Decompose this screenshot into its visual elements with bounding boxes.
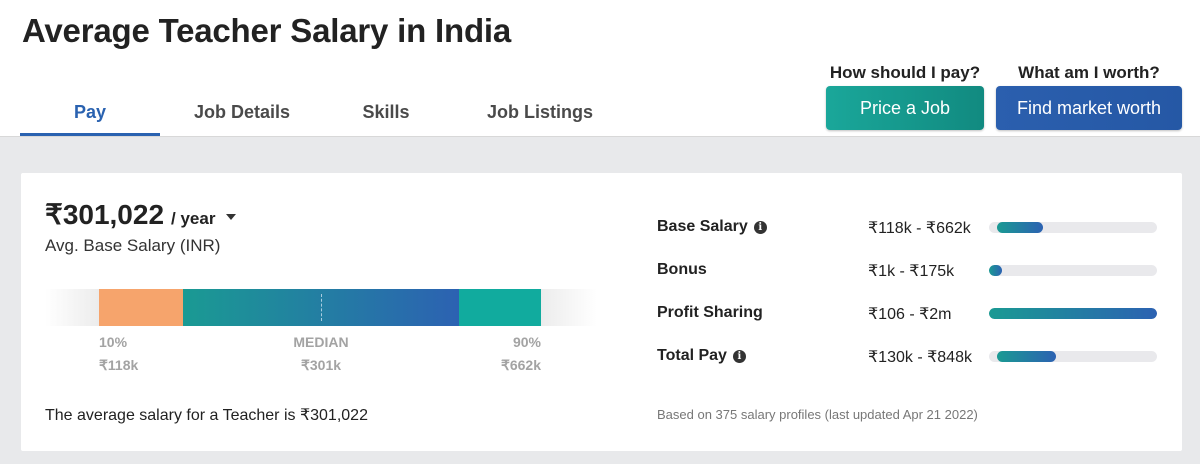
range-fade-left xyxy=(45,289,99,326)
salary-card: ₹301,022 / year Avg. Base Salary (INR) 1… xyxy=(21,173,1182,451)
info-icon[interactable]: i xyxy=(732,349,746,363)
range-fade-right xyxy=(541,289,597,326)
price-a-job-button[interactable]: Price a Job xyxy=(826,86,984,130)
percentile-90-label: 90% xyxy=(512,334,541,350)
comp-name: Profit Sharing xyxy=(657,304,763,321)
comp-range-track xyxy=(989,351,1157,362)
median-marker xyxy=(321,294,322,321)
comp-row-base-salary: Base Salary i ₹118k - ₹662k xyxy=(657,216,1157,259)
comp-range-fill xyxy=(989,308,1157,319)
range-segment-high xyxy=(459,289,541,326)
comp-name: Bonus xyxy=(657,261,707,278)
comp-name: Base Salary xyxy=(657,218,748,235)
median-value: ₹301k xyxy=(300,357,342,373)
tab-job-details[interactable]: Job Details xyxy=(193,102,291,122)
comp-row-total-pay: Total Pay i ₹130k - ₹848k xyxy=(657,345,1157,388)
caret-down-icon[interactable] xyxy=(226,214,237,220)
salary-period: / year xyxy=(171,209,216,228)
comp-range-track xyxy=(989,265,1157,276)
tab-skills[interactable]: Skills xyxy=(362,102,410,122)
compensation-breakdown: Base Salary i ₹118k - ₹662k Bonus ₹1k - … xyxy=(657,216,1157,388)
median-label: MEDIAN xyxy=(293,334,349,350)
comp-row-profit-sharing: Profit Sharing ₹106 - ₹2m xyxy=(657,302,1157,345)
comp-range: ₹118k - ₹662k xyxy=(868,220,971,237)
comp-row-bonus: Bonus ₹1k - ₹175k xyxy=(657,259,1157,302)
salary-subtitle: Avg. Base Salary (INR) xyxy=(45,236,221,255)
what-am-i-worth-label: What am I worth? xyxy=(1018,63,1160,82)
average-salary-text: The average salary for a Teacher is ₹301… xyxy=(45,407,368,424)
salary-headline: ₹301,022 / year xyxy=(45,198,237,231)
comp-range: ₹1k - ₹175k xyxy=(868,263,955,280)
comp-range: ₹106 - ₹2m xyxy=(868,306,952,323)
percentile-10-value: ₹118k xyxy=(99,357,139,373)
how-should-i-pay-label: How should I pay? xyxy=(829,63,981,82)
market-worth-section: What am I worth? Find market worth xyxy=(996,62,1182,130)
find-market-worth-button[interactable]: Find market worth xyxy=(996,86,1182,130)
comp-range-fill xyxy=(997,351,1057,362)
comp-range-fill xyxy=(997,222,1043,233)
comp-range: ₹130k - ₹848k xyxy=(868,349,972,366)
price-a-job-section: How should I pay? Price a Job xyxy=(826,62,984,130)
info-icon[interactable]: i xyxy=(753,220,767,234)
range-segment-low xyxy=(99,289,183,326)
comp-range-track xyxy=(989,308,1157,319)
salary-amount: ₹301,022 xyxy=(45,199,165,230)
comp-name: Total Pay xyxy=(657,347,727,364)
page-header: Average Teacher Salary in India Pay Job … xyxy=(0,0,1200,137)
tab-bar: Pay Job Details Skills Job Listings xyxy=(20,90,620,136)
percentile-90-value: ₹662k xyxy=(500,357,541,373)
percentile-10-label: 10% xyxy=(99,334,128,350)
salary-range-bar xyxy=(45,289,597,326)
tab-job-listings[interactable]: Job Listings xyxy=(486,102,593,122)
tab-pay[interactable]: Pay xyxy=(20,90,160,136)
based-on-note: Based on 375 salary profiles (last updat… xyxy=(657,407,978,422)
comp-range-fill xyxy=(989,265,1003,276)
comp-range-track xyxy=(989,222,1157,233)
page-title: Average Teacher Salary in India xyxy=(22,12,512,49)
